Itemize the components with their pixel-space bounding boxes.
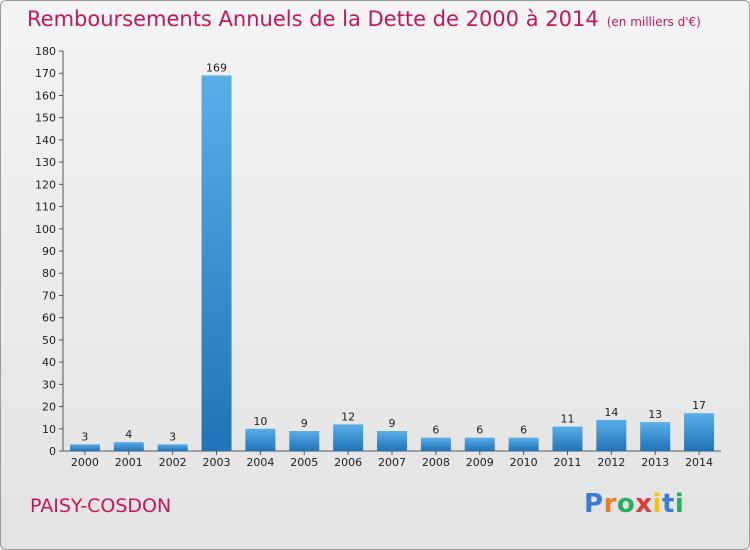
bar [420, 437, 451, 451]
bar-value-label: 17 [692, 399, 706, 412]
bar [640, 422, 671, 451]
bar [596, 419, 627, 451]
logo-letter: o [616, 489, 636, 519]
chart-title-text: Remboursements Annuels de la Dette de 20… [27, 7, 599, 31]
y-tick-label: 150 [35, 112, 56, 125]
y-tick-label: 160 [35, 89, 56, 102]
y-tick-label: 140 [35, 134, 56, 147]
logo-letter: r [603, 489, 617, 519]
y-tick-label: 80 [42, 267, 56, 280]
y-tick-label: 110 [35, 201, 56, 214]
bar-value-label: 12 [341, 410, 355, 423]
y-tick-label: 70 [42, 289, 56, 302]
y-tick-label: 130 [35, 156, 56, 169]
logo-letter: i [652, 489, 662, 519]
bar-value-label: 11 [560, 413, 574, 426]
commune-name: PAISY-COSDON [30, 495, 172, 517]
y-tick-label: 40 [42, 356, 56, 369]
bar [508, 437, 539, 451]
bar-value-label: 6 [476, 424, 483, 437]
bar-value-label: 14 [604, 406, 618, 419]
bar-value-label: 10 [253, 415, 267, 428]
bar-value-label: 6 [520, 424, 527, 437]
bar-value-label: 13 [648, 408, 662, 421]
logo-letter: t [661, 489, 675, 519]
bar [245, 428, 276, 451]
bars [69, 75, 715, 451]
bar-value-label: 4 [125, 428, 132, 441]
y-tick-label: 170 [35, 67, 56, 80]
bar-value-label: 9 [301, 417, 308, 430]
y-tick-label: 50 [42, 334, 56, 347]
bar-value-label: 9 [389, 417, 396, 430]
y-tick-label: 180 [35, 45, 56, 58]
axes: 0 10 20 30 40 50 60 70 80 90 100 110 120 130 140 150 160… [35, 45, 721, 469]
chart-title: Remboursements Annuels de la Dette de 20… [27, 7, 701, 31]
x-tick-label: 2007 [378, 456, 406, 469]
x-tick-label: 2006 [334, 456, 362, 469]
x-tick-label: 2009 [466, 456, 494, 469]
y-tick-label: 120 [35, 178, 56, 191]
x-tick-label: 2002 [159, 456, 187, 469]
bar [113, 442, 144, 451]
x-tick-label: 2003 [203, 456, 231, 469]
x-tick-label: 2004 [246, 456, 274, 469]
bar-value-label: 3 [169, 430, 176, 443]
bar-value-label: 169 [206, 61, 227, 74]
y-tick-label: 60 [42, 312, 56, 325]
x-tick-label: 2005 [290, 456, 318, 469]
bar [69, 444, 100, 451]
x-tick-label: 2000 [71, 456, 99, 469]
bar [377, 431, 407, 451]
y-tick-label: 100 [35, 223, 56, 236]
bar [201, 75, 232, 451]
bar-value-label: 3 [81, 430, 88, 443]
bar [333, 424, 364, 451]
x-tick-label: 2014 [685, 456, 713, 469]
x-tick-label: 2012 [597, 456, 625, 469]
y-tick-label: 30 [42, 378, 56, 391]
chart-unit: (en milliers d'€) [606, 15, 701, 29]
bar [289, 431, 320, 451]
proxiti-logo: Proxiti [584, 489, 684, 519]
bar-value-label: 6 [432, 424, 439, 437]
x-tick-label: 2008 [422, 456, 450, 469]
y-tick-label: 0 [49, 445, 56, 458]
bar [157, 444, 188, 451]
x-tick-label: 2010 [510, 456, 538, 469]
x-tick-label: 2001 [115, 456, 143, 469]
y-tick-label: 20 [42, 401, 56, 414]
bar [684, 413, 715, 451]
y-tick-label: 90 [42, 245, 56, 258]
y-tick-label: 10 [42, 423, 56, 436]
bar [552, 426, 583, 451]
data-labels: 3 4 3 169 10 9 12 9 6 6 6 11 14 13 17 [81, 61, 706, 443]
x-tick-label: 2011 [553, 456, 581, 469]
x-tick-label: 2013 [641, 456, 669, 469]
logo-letter: i [674, 489, 685, 519]
logo-letter: x [635, 489, 653, 519]
bar [464, 437, 495, 451]
logo-letter: P [584, 489, 604, 519]
